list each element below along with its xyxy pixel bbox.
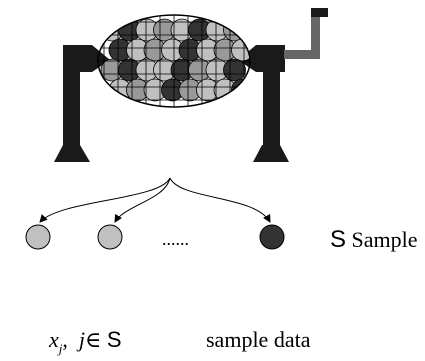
ellipsis-dots: ...... bbox=[162, 229, 189, 249]
sample-label: S Sample bbox=[330, 226, 418, 254]
crank-arm bbox=[284, 50, 320, 59]
left-post bbox=[54, 45, 110, 162]
formula-x: x bbox=[49, 327, 59, 352]
left-post-arm bbox=[63, 45, 110, 145]
crank-handle bbox=[284, 8, 328, 59]
arrow-to-second-sample bbox=[114, 177, 171, 223]
formula-set-symbol: S bbox=[106, 327, 122, 352]
sampled-ball bbox=[97, 224, 123, 250]
left-post-foot bbox=[54, 145, 90, 162]
sampled-ball bbox=[25, 224, 51, 250]
formula-separator: , bbox=[62, 327, 68, 352]
right-post-foot bbox=[253, 145, 289, 162]
right-post-arm bbox=[238, 45, 285, 145]
crank-grip bbox=[311, 8, 328, 17]
sampling-arrows bbox=[39, 177, 271, 223]
lottery-ball bbox=[223, 18, 246, 42]
formula-in: ∈ bbox=[85, 327, 102, 352]
sample-formula: xj, j∈ S bbox=[49, 327, 122, 357]
sampled-ball bbox=[259, 224, 285, 250]
sample-data-label: sample data bbox=[206, 327, 311, 352]
lottery-ball bbox=[223, 58, 246, 82]
sample-set-symbol: S bbox=[330, 226, 347, 253]
sample-label-text: Sample bbox=[351, 227, 418, 252]
arrow-to-last-sample bbox=[169, 177, 271, 223]
lottery-balls bbox=[100, 18, 250, 102]
right-post bbox=[238, 45, 289, 162]
crank-shaft bbox=[311, 12, 320, 59]
formula-subscript: j bbox=[58, 341, 63, 356]
arrow-to-first-sample bbox=[39, 177, 171, 223]
lottery-drum bbox=[97, 14, 251, 108]
formula-j: j bbox=[78, 327, 86, 352]
